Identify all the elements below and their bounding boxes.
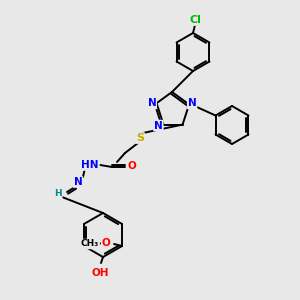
Text: S: S: [136, 133, 144, 143]
Text: N: N: [74, 177, 82, 187]
Text: CH₃: CH₃: [81, 239, 99, 248]
Text: O: O: [102, 238, 110, 248]
Text: OH: OH: [91, 268, 109, 278]
Text: N: N: [148, 98, 156, 108]
Text: O: O: [128, 161, 136, 171]
Text: N: N: [154, 121, 163, 130]
Text: N: N: [188, 98, 197, 108]
Text: Cl: Cl: [189, 15, 201, 25]
Text: H: H: [54, 190, 62, 199]
Text: HN: HN: [81, 160, 99, 170]
